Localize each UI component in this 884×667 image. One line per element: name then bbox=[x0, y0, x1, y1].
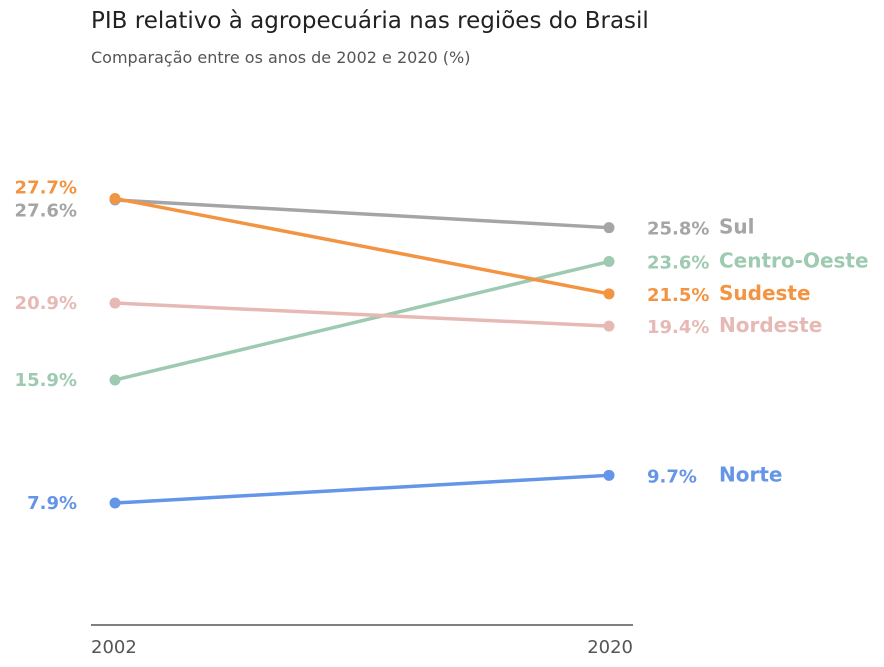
series-line bbox=[113, 259, 611, 382]
end-value-label: 25.8% bbox=[647, 219, 709, 240]
end-value-label: 23.6% bbox=[647, 253, 709, 274]
start-value-label: 7.9% bbox=[27, 493, 77, 514]
data-point bbox=[603, 288, 615, 300]
start-value-label: 27.7% bbox=[15, 178, 77, 199]
series-name-label: Norte bbox=[719, 462, 782, 486]
series-name-label: Sudeste bbox=[719, 281, 811, 305]
series-line bbox=[113, 196, 611, 296]
x-tick-label: 2020 bbox=[587, 637, 633, 658]
label-layer: 27.6% 25.8% Sul 15.9% 23.6% Centro-Oeste 27.7%… bbox=[15, 178, 869, 514]
data-point bbox=[603, 320, 615, 332]
start-value-label: 27.6% bbox=[15, 201, 77, 222]
data-point bbox=[603, 256, 615, 268]
end-value-label: 19.4% bbox=[647, 317, 709, 338]
series-name-label: Nordeste bbox=[719, 313, 822, 337]
end-value-label: 9.7% bbox=[647, 466, 697, 487]
chart-subtitle: Comparação entre os anos de 2002 e 2020 … bbox=[91, 48, 471, 67]
data-point bbox=[603, 222, 615, 234]
end-value-label: 21.5% bbox=[647, 285, 709, 306]
series-name-label: Sul bbox=[719, 215, 755, 239]
start-value-label: 20.9% bbox=[15, 293, 77, 314]
series-name-label: Centro-Oeste bbox=[719, 249, 869, 273]
data-point bbox=[109, 192, 121, 204]
start-value-label: 15.9% bbox=[15, 370, 77, 391]
data-point bbox=[603, 469, 615, 481]
data-point bbox=[109, 497, 121, 509]
data-point bbox=[109, 374, 121, 386]
x-tick-label: 2002 bbox=[91, 637, 137, 658]
chart-title: PIB relativo à agropecuária nas regiões … bbox=[91, 8, 649, 34]
series-line bbox=[113, 198, 611, 230]
series-line bbox=[113, 301, 611, 328]
data-point bbox=[109, 297, 121, 309]
series-layer bbox=[109, 192, 615, 509]
series-line bbox=[113, 473, 611, 505]
